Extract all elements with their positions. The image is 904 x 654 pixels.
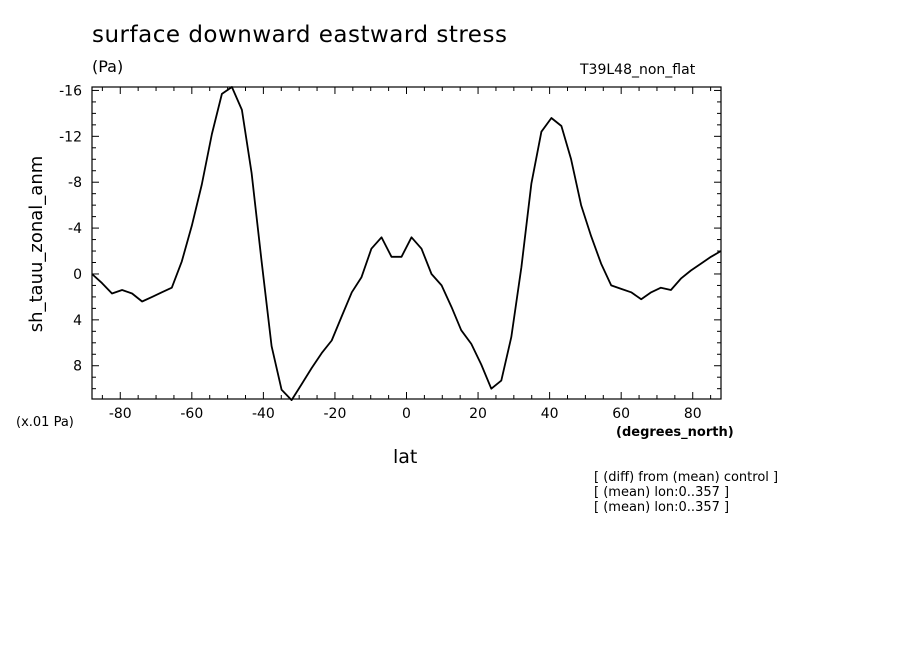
note-line: [ (mean) lon:0..357 ] — [594, 485, 730, 500]
x-tick-label: 0 — [402, 406, 411, 422]
note-line: [ (mean) lon:0..357 ] — [594, 500, 730, 515]
y-tick-label: -12 — [59, 129, 82, 145]
x-tick-label: 20 — [469, 406, 487, 422]
y-tick-label: -8 — [68, 175, 82, 191]
x-tick-label: -20 — [324, 406, 347, 422]
y-tick-label: -16 — [59, 83, 82, 99]
x-tick-label: 60 — [612, 406, 630, 422]
x-tick-label: 40 — [541, 406, 559, 422]
run-name-label: T39L48_non_flat — [580, 62, 696, 78]
y-axis-label: sh_tauu_zonal_anm — [26, 156, 47, 333]
y-tick-label: -4 — [68, 221, 82, 237]
y-tick-label: 4 — [73, 313, 82, 329]
processing-notes: [ (diff) from (mean) control ] [ (mean) … — [594, 470, 778, 515]
y-tick-label: 8 — [73, 359, 82, 375]
x-tick-label: -80 — [109, 406, 132, 422]
x-axis-label: lat — [393, 446, 418, 468]
y-tick-label: 0 — [73, 267, 82, 283]
series-group — [91, 86, 722, 402]
chart-title: surface downward eastward stress — [92, 22, 508, 48]
x-axis-units-label: (degrees_north) — [616, 425, 734, 440]
series-line — [91, 86, 722, 402]
scale-factor-label: (x.01 Pa) — [16, 415, 74, 430]
note-line: [ (diff) from (mean) control ] — [594, 470, 779, 485]
x-tick-label: 80 — [684, 406, 702, 422]
units-label: (Pa) — [92, 57, 124, 76]
x-tick-label: -60 — [180, 406, 203, 422]
x-tick-label: -40 — [252, 406, 275, 422]
